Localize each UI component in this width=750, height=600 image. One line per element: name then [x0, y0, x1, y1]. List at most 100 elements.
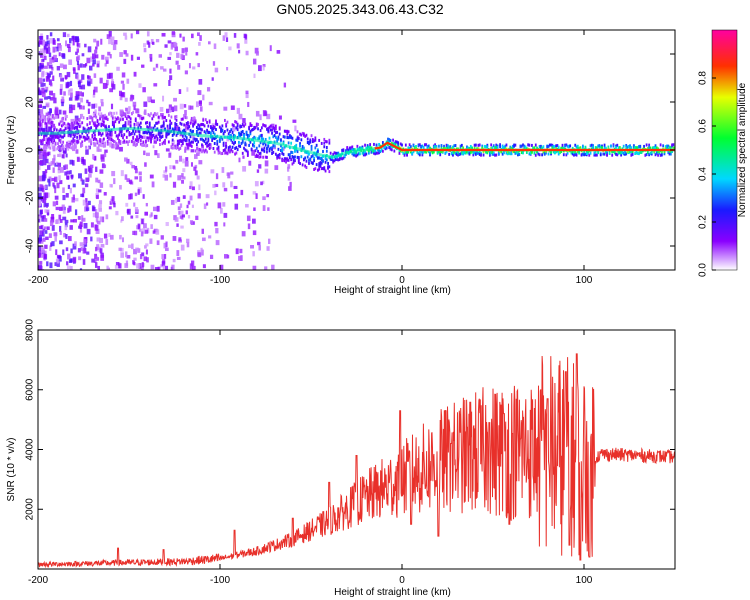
- noise-cell: [228, 46, 232, 51]
- spectrum-cell: [125, 135, 128, 139]
- noise-cell: [149, 53, 153, 59]
- noise-cell: [242, 118, 246, 124]
- noise-cell: [109, 88, 114, 93]
- noise-cell: [147, 96, 151, 102]
- spectrum-cell: [86, 133, 89, 137]
- spectrum-cell: [643, 144, 645, 148]
- spectrum-cell: [162, 116, 165, 120]
- spectrum-cell: [62, 145, 65, 149]
- spectrum-cell: [324, 169, 327, 173]
- spectrum-cell: [281, 149, 284, 153]
- noise-cell: [292, 119, 297, 123]
- noise-cell: [233, 33, 237, 38]
- spectrum-cell: [153, 140, 156, 144]
- spectrum-cell: [204, 118, 207, 122]
- noise-cell: [193, 166, 197, 171]
- noise-cell: [271, 264, 275, 270]
- noise-cell: [108, 142, 113, 146]
- spectrum-cell: [222, 143, 225, 147]
- noise-cell: [62, 210, 66, 214]
- noise-cell: [58, 109, 62, 115]
- noise-cell: [241, 231, 246, 237]
- noise-cell: [100, 102, 104, 107]
- spectrum-cell: [115, 134, 118, 138]
- spectrum-cell: [207, 139, 210, 143]
- noise-cell: [255, 193, 258, 199]
- spectrum-cell: [454, 144, 457, 148]
- spectrum-cell: [238, 140, 240, 144]
- noise-cell: [185, 157, 189, 161]
- spectrum-cell: [420, 144, 422, 148]
- noise-cell: [141, 218, 144, 225]
- spectrum-cell: [76, 127, 79, 131]
- spectrum-cell: [417, 152, 420, 156]
- spectrum-cell: [221, 151, 224, 155]
- noise-cell: [92, 212, 97, 218]
- noise-cell: [49, 245, 52, 251]
- spectrum-cell: [579, 146, 582, 150]
- spectrum-cell: [300, 133, 303, 137]
- noise-cell: [43, 55, 47, 61]
- noise-cell: [74, 119, 77, 125]
- spectrum-cell: [472, 153, 475, 157]
- spectrum-cell: [181, 142, 184, 146]
- noise-cell: [83, 222, 88, 229]
- spectrum-cell: [249, 122, 252, 126]
- noise-cell: [99, 182, 104, 188]
- spectrum-cell: [404, 151, 407, 155]
- spectrum-cell: [230, 138, 233, 142]
- noise-cell: [145, 249, 148, 255]
- spectrum-cell: [296, 155, 299, 159]
- spectrum-cell: [325, 158, 328, 162]
- spectrum-cell: [80, 113, 82, 117]
- noise-cell: [94, 262, 98, 268]
- noise-cell: [144, 211, 149, 216]
- noise-cell: [64, 219, 69, 224]
- spectrum-cell: [189, 128, 192, 132]
- spectrum-cell: [364, 150, 366, 154]
- spectrum-cell: [466, 150, 468, 154]
- y-tick-label: 8000: [25, 318, 36, 341]
- noise-cell: [177, 206, 181, 211]
- spectrum-cell: [122, 135, 124, 139]
- spectrum-cell: [181, 139, 184, 143]
- spectrum-cell: [91, 116, 94, 120]
- spectrum-cell: [462, 146, 465, 150]
- spectrum-cell: [305, 133, 308, 137]
- noise-cell: [150, 38, 154, 45]
- spectrum-cell: [90, 126, 93, 130]
- noise-cell: [93, 111, 97, 118]
- noise-cell: [214, 183, 219, 188]
- spectrum-cell: [302, 133, 305, 137]
- spectrum-cell: [350, 146, 352, 150]
- noise-cell: [114, 40, 118, 45]
- noise-cell: [256, 169, 260, 173]
- spectrum-cell: [629, 150, 631, 154]
- spectrum-cell: [529, 151, 532, 155]
- spectrum-cell: [331, 158, 333, 162]
- spectrum-cell: [66, 143, 68, 147]
- noise-cell: [133, 71, 137, 77]
- spectrum-cell: [300, 155, 303, 159]
- spectrum-cell: [315, 163, 318, 167]
- spectrum-cell: [136, 142, 138, 146]
- spectrum-cell: [179, 139, 182, 143]
- spectrum-cell: [639, 150, 642, 154]
- noise-cell: [52, 201, 56, 207]
- spectrum-cell: [483, 144, 486, 148]
- noise-cell: [108, 72, 113, 79]
- spectrum-cell: [142, 142, 145, 146]
- noise-cell: [207, 41, 211, 45]
- spectrum-cell: [147, 126, 150, 130]
- noise-cell: [156, 205, 160, 212]
- spectrum-cell: [266, 147, 268, 151]
- noise-cell: [77, 64, 80, 71]
- noise-cell: [85, 63, 88, 67]
- y-tick-label: 0: [25, 147, 36, 153]
- noise-cell: [164, 44, 168, 48]
- noise-cell: [42, 215, 46, 220]
- spectrum-cell: [81, 113, 84, 117]
- spectrum-cell: [478, 143, 481, 147]
- spectrum-cell: [306, 155, 309, 159]
- noise-cell: [206, 87, 211, 92]
